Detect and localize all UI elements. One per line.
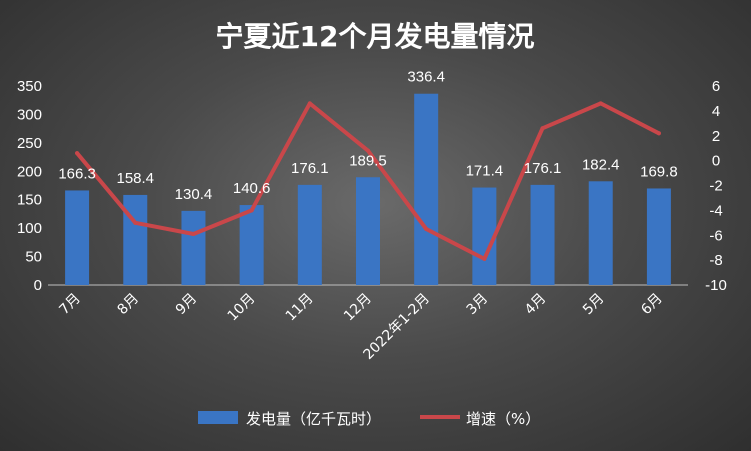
right-axis-tick-label: 0 (712, 153, 720, 170)
right-axis-tick-label: 6 (712, 78, 720, 95)
chart-title: 宁夏近12个月发电量情况 (216, 20, 535, 53)
category-label: 4月 (522, 291, 550, 319)
left-axis-tick-label: 0 (34, 277, 42, 294)
bar (588, 181, 613, 285)
line-series (75, 101, 661, 261)
data-label: 166.3 (58, 165, 96, 182)
category-label: 5月 (580, 291, 608, 319)
bar (239, 205, 264, 285)
right-axis: -10 -8 -6 -4 -2 0 2 4 6 (705, 78, 727, 294)
data-label: 140.6 (233, 180, 271, 197)
data-label: 171.4 (466, 163, 504, 180)
legend-bar-label: 发电量（亿千瓦时） (246, 410, 381, 428)
category-label: 6月 (638, 291, 666, 319)
right-axis-tick-label: -6 (709, 227, 722, 244)
line-point (307, 101, 312, 106)
bar (123, 194, 148, 285)
line-point (656, 131, 661, 136)
data-label: 158.4 (116, 170, 154, 187)
left-axis-tick-label: 50 (25, 249, 42, 266)
line-point (424, 227, 429, 232)
line-point (75, 151, 80, 156)
left-axis-tick-label: 100 (17, 220, 42, 237)
data-label: 176.1 (291, 160, 329, 177)
category-label: 11月 (283, 291, 317, 325)
data-label: 176.1 (524, 160, 562, 177)
right-axis-tick-label: 4 (712, 103, 720, 120)
left-axis-tick-label: 200 (17, 163, 42, 180)
bar (646, 188, 671, 285)
category-label: 3月 (464, 291, 492, 319)
data-label: 130.4 (175, 186, 213, 203)
left-axis-tick-label: 350 (17, 78, 42, 95)
bar (181, 210, 206, 285)
bar-series (65, 93, 671, 285)
data-labels: 166.3 158.4 130.4 140.6 176.1 189.5 336.4 171.4… (58, 69, 677, 203)
right-axis-tick-label: -2 (709, 178, 722, 195)
right-axis-tick-label: -8 (709, 252, 722, 269)
category-label: 9月 (173, 291, 201, 319)
category-label: 10月 (225, 291, 259, 325)
left-axis-tick-label: 250 (17, 135, 42, 152)
category-label: 7月 (56, 291, 84, 319)
bar (414, 93, 439, 285)
legend: 发电量（亿千瓦时） 增速（%） (198, 410, 540, 428)
data-label: 189.5 (349, 152, 387, 169)
line-point (366, 148, 370, 153)
data-label: 169.8 (640, 163, 678, 180)
data-label: 336.4 (407, 69, 445, 86)
legend-line-label: 增速（%） (466, 410, 540, 428)
category-label: 8月 (115, 291, 143, 319)
legend-bar-swatch (198, 411, 238, 424)
category-label: 12月 (341, 291, 375, 325)
line-point (540, 126, 545, 131)
right-axis-tick-label: -10 (705, 277, 727, 294)
left-axis-tick-label: 300 (17, 106, 42, 123)
bar (65, 190, 90, 285)
left-axis-tick-label: 150 (17, 192, 42, 209)
bar (356, 177, 380, 285)
line-point (598, 101, 603, 106)
line-point (482, 256, 487, 261)
line-point (191, 232, 196, 237)
bar (530, 184, 555, 285)
data-label: 182.4 (582, 156, 620, 173)
right-axis-tick-label: 2 (712, 128, 720, 145)
bar (297, 184, 322, 285)
line-point (249, 208, 254, 213)
left-axis: 0 50 100 150 200 250 300 350 (17, 78, 42, 294)
right-axis-tick-label: -4 (709, 202, 722, 219)
line-point (133, 220, 138, 225)
